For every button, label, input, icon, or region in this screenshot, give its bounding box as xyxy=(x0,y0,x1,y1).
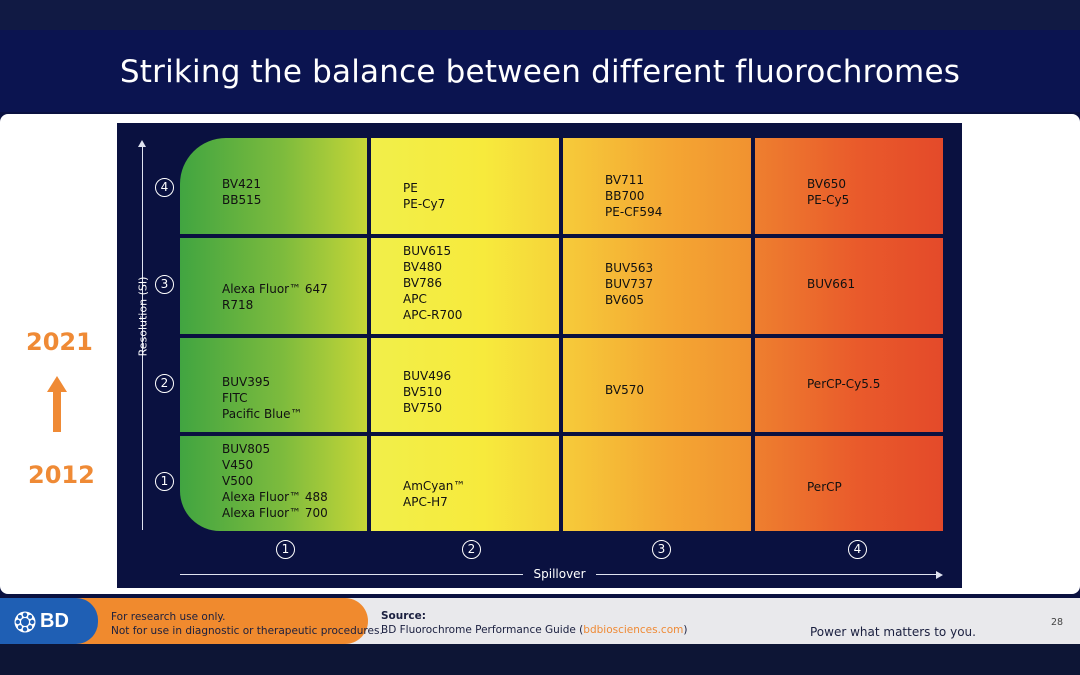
cell-text: Alexa Fluor™ 647 R718 xyxy=(222,282,328,312)
bd-logo-text: BD xyxy=(40,610,69,632)
slide-title: Striking the balance between different f… xyxy=(119,54,961,90)
y-tick-3: 3 xyxy=(155,275,174,294)
source-link[interactable]: bdbiosciences.com xyxy=(583,624,684,636)
cell-r2-c4: PerCP-Cy5.5 xyxy=(755,338,943,432)
y-tick-2: 2 xyxy=(155,374,174,393)
page-number: 28 xyxy=(1051,617,1064,628)
title-band xyxy=(0,30,1080,112)
cell-r2-c2: BUV496 BV510 BV750 xyxy=(371,338,559,432)
cell-text: BUV805 V450 V500 Alexa Fluor™ 488 Alexa Fluo… xyxy=(222,442,328,520)
up-arrow-icon xyxy=(47,376,67,432)
x-tick-1: 1 xyxy=(276,540,295,559)
cell-text: BUV395 FITC Pacific Blue™ xyxy=(222,375,303,421)
cell-r3-c3: BUV563 BUV737 BV605 xyxy=(563,238,751,334)
cell-r3-c4: BUV661 xyxy=(755,238,943,334)
y-tick-4: 4 xyxy=(155,178,174,197)
cell-r3-c1: Alexa Fluor™ 647 R718 xyxy=(180,238,367,334)
x-axis-label: Spillover xyxy=(533,567,586,581)
y-axis-line xyxy=(142,145,143,530)
cell-text: PerCP xyxy=(807,480,842,494)
cell-r1-c2: AmCyan™ APC-H7 xyxy=(371,436,559,531)
cell-text: BV421 BB515 xyxy=(222,177,262,207)
y-axis-label: Resolution (SI) xyxy=(136,276,150,357)
cell-r1-c3 xyxy=(563,436,751,531)
x-axis-line xyxy=(180,574,523,575)
y-tick-1: 1 xyxy=(155,472,174,491)
tagline: Power what matters to you. xyxy=(810,625,976,639)
top-strip xyxy=(0,0,1080,30)
x-tick-2: 2 xyxy=(462,540,481,559)
cell-r1-c4: PerCP xyxy=(755,436,943,531)
cell-r4-c1: BV421 BB515 xyxy=(180,138,367,234)
x-axis-line xyxy=(596,574,937,575)
x-tick-3: 3 xyxy=(652,540,671,559)
cell-text: BV570 xyxy=(605,383,644,397)
cell-text: PE PE-Cy7 xyxy=(403,181,446,211)
cell-text: PerCP-Cy5.5 xyxy=(807,377,881,391)
cell-r2-c1: BUV395 FITC Pacific Blue™ xyxy=(180,338,367,432)
cell-text: BUV661 xyxy=(807,277,856,291)
y-axis-arrow-icon xyxy=(138,140,146,147)
cell-r4-c4: BV650 PE-Cy5 xyxy=(755,138,943,234)
disclaimer: For research use only. Not for use in di… xyxy=(111,611,383,637)
cell-r4-c3: BV711 BB700 PE-CF594 xyxy=(563,138,751,234)
cell-r1-c1: BUV805 V450 V500 Alexa Fluor™ 488 Alexa Fluo… xyxy=(180,436,367,531)
cell-text: BV711 BB700 PE-CF594 xyxy=(605,173,663,219)
source-text: BD Fluorochrome Performance Guide (bdbio… xyxy=(381,624,688,636)
bd-logo-icon xyxy=(14,611,36,633)
cell-r3-c2: BUV615 BV480 BV786 APC APC-R700 xyxy=(371,238,559,334)
cell-text: BUV615 BV480 BV786 APC APC-R700 xyxy=(403,244,463,322)
year-2012: 2012 xyxy=(28,461,95,489)
cell-r4-c2: PE PE-Cy7 xyxy=(371,138,559,234)
cell-r2-c3: BV570 xyxy=(563,338,751,432)
cell-text: BUV496 BV510 BV750 xyxy=(403,369,452,415)
x-axis-arrow-icon xyxy=(936,571,943,579)
year-2021: 2021 xyxy=(26,328,93,356)
source-label: Source: xyxy=(381,610,426,622)
bottom-strip xyxy=(0,644,1080,675)
cell-text: AmCyan™ APC-H7 xyxy=(403,479,466,509)
x-tick-4: 4 xyxy=(848,540,867,559)
cell-text: BV650 PE-Cy5 xyxy=(807,177,850,207)
cell-text: BUV563 BUV737 BV605 xyxy=(605,261,654,307)
